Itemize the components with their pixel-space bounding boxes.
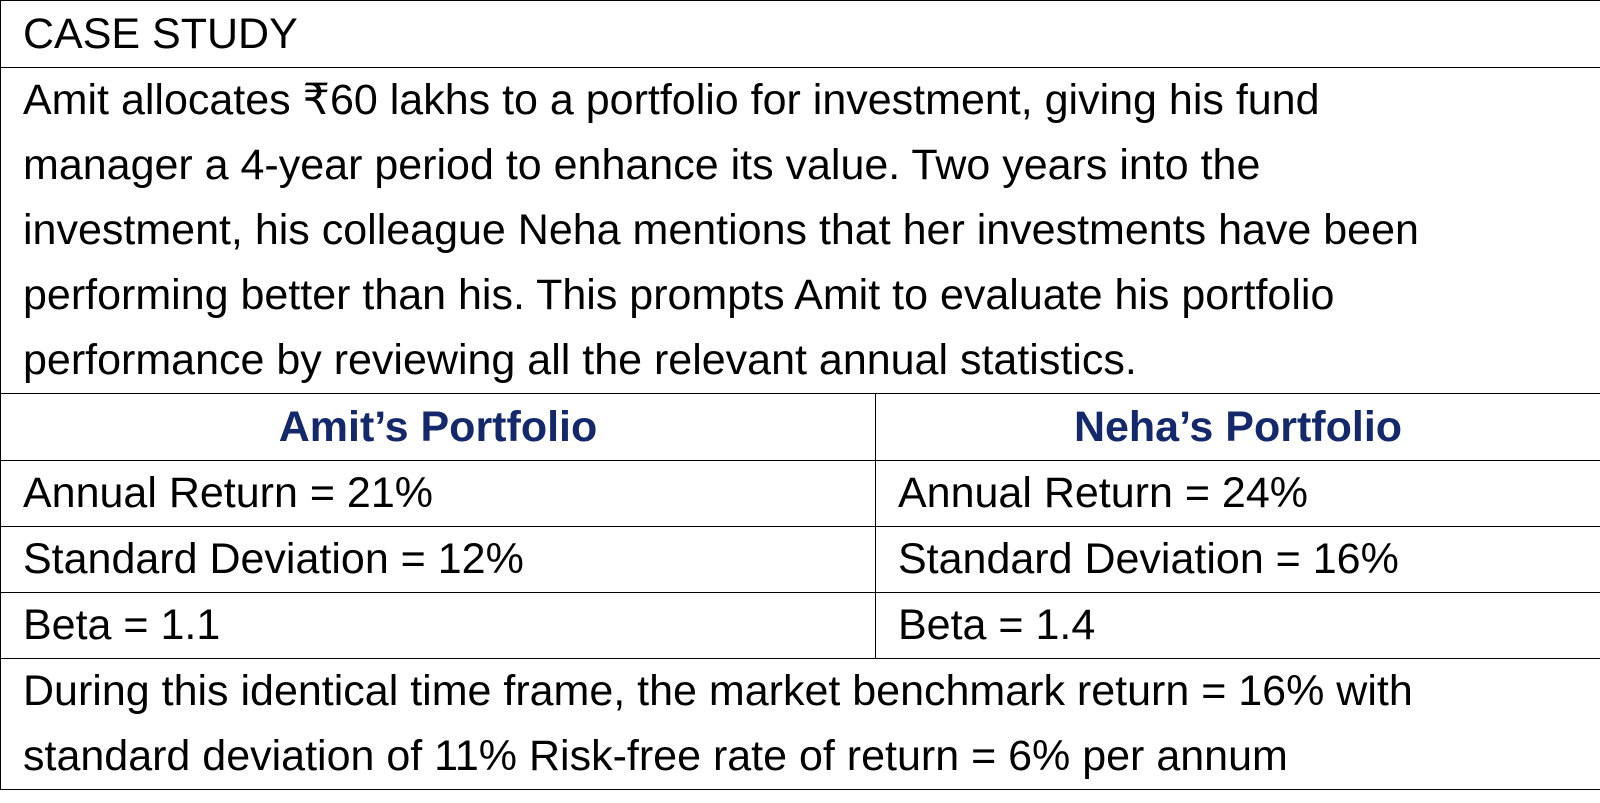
paragraph-line: Amit allocates ₹60 lakhs to a portfolio … — [23, 76, 1320, 124]
neha-portfolio-heading: Neha’s Portfolio — [875, 393, 1600, 461]
paragraph-line: investment, his colleague Neha mentions … — [23, 206, 1419, 254]
footer-row: During this identical time frame, the ma… — [0, 658, 1600, 790]
beta-row: Beta = 1.1 Beta = 1.4 — [0, 592, 1600, 659]
amit-std-dev: Standard Deviation = 12% — [0, 526, 876, 593]
std-dev-row: Standard Deviation = 12% Standard Deviat… — [0, 526, 1600, 593]
neha-annual-return: Annual Return = 24% — [875, 460, 1600, 527]
portfolio-header-row: Amit’s Portfolio Neha’s Portfolio — [0, 393, 1600, 461]
footer-line: During this identical time frame, the ma… — [23, 667, 1413, 715]
paragraph-row: Amit allocates ₹60 lakhs to a portfolio … — [0, 67, 1600, 394]
case-study-heading: CASE STUDY — [0, 0, 1600, 68]
heading-row: CASE STUDY — [0, 0, 1600, 68]
footer-line: standard deviation of 11% Risk-free rate… — [23, 732, 1288, 780]
paragraph-line: performance by reviewing all the relevan… — [23, 336, 1137, 384]
case-study-paragraph: Amit allocates ₹60 lakhs to a portfolio … — [0, 67, 1600, 394]
amit-annual-return: Annual Return = 21% — [0, 460, 876, 527]
amit-beta: Beta = 1.1 — [0, 592, 876, 659]
amit-portfolio-heading: Amit’s Portfolio — [0, 393, 876, 461]
paragraph-line: performing better than his. This prompts… — [23, 271, 1335, 319]
paragraph-line: manager a 4-year period to enhance its v… — [23, 141, 1261, 189]
market-benchmark-note: During this identical time frame, the ma… — [0, 658, 1600, 790]
annual-return-row: Annual Return = 21% Annual Return = 24% — [0, 460, 1600, 527]
neha-std-dev: Standard Deviation = 16% — [875, 526, 1600, 593]
neha-beta: Beta = 1.4 — [875, 592, 1600, 659]
